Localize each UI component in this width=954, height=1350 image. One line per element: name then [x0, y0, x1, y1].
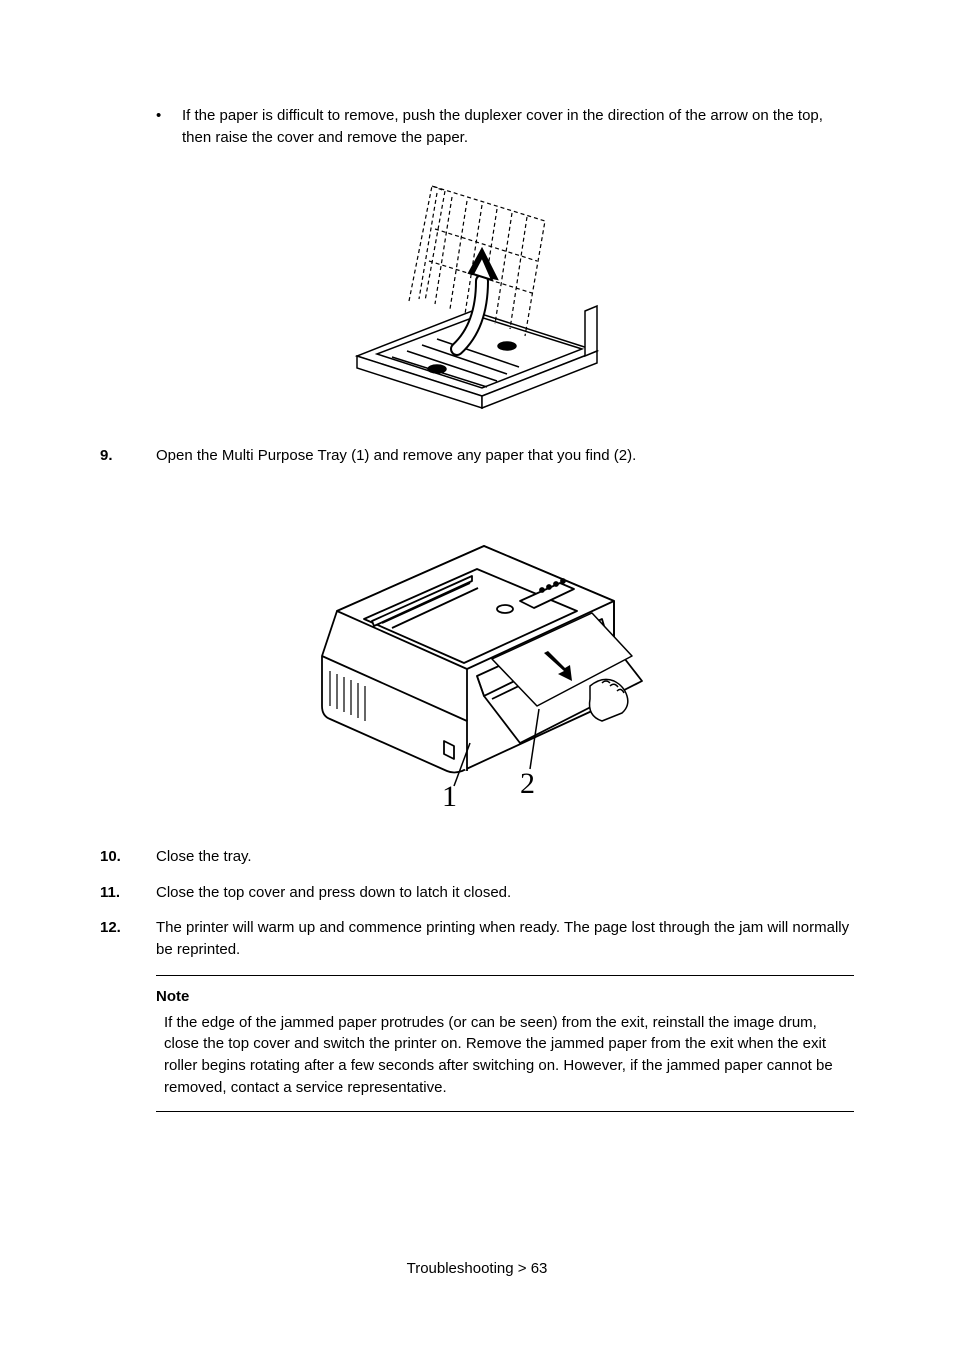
step-number: 11.: [100, 882, 156, 904]
note-body: If the edge of the jammed paper protrude…: [156, 1012, 854, 1099]
figure-duplexer: [100, 171, 854, 418]
page-content: • If the paper is difficult to remove, p…: [0, 0, 954, 1112]
step-12: 12. The printer will warm up and commenc…: [100, 917, 854, 961]
callout-2: 2: [520, 767, 535, 800]
page-footer: Troubleshooting > 63: [0, 1258, 954, 1280]
printer-tray-diagram-icon: 1 2: [292, 481, 662, 811]
step-number: 9.: [100, 445, 156, 467]
bullet-text: If the paper is difficult to remove, pus…: [182, 105, 854, 149]
bullet-item: • If the paper is difficult to remove, p…: [156, 105, 854, 149]
callout-1: 1: [442, 780, 457, 811]
step-text: Open the Multi Purpose Tray (1) and remo…: [156, 445, 854, 467]
step-text: Close the tray.: [156, 846, 854, 868]
step-text: The printer will warm up and commence pr…: [156, 917, 854, 961]
figure-printer-tray: 1 2: [100, 481, 854, 818]
bullet-marker: •: [156, 105, 182, 149]
step-10: 10. Close the tray.: [100, 846, 854, 868]
note-box: Note If the edge of the jammed paper pro…: [156, 975, 854, 1112]
step-number: 10.: [100, 846, 156, 868]
note-title: Note: [156, 986, 854, 1008]
step-text: Close the top cover and press down to la…: [156, 882, 854, 904]
step-number: 12.: [100, 917, 156, 961]
step-9: 9. Open the Multi Purpose Tray (1) and r…: [100, 445, 854, 467]
step-11: 11. Close the top cover and press down t…: [100, 882, 854, 904]
duplexer-diagram-icon: [337, 171, 617, 411]
